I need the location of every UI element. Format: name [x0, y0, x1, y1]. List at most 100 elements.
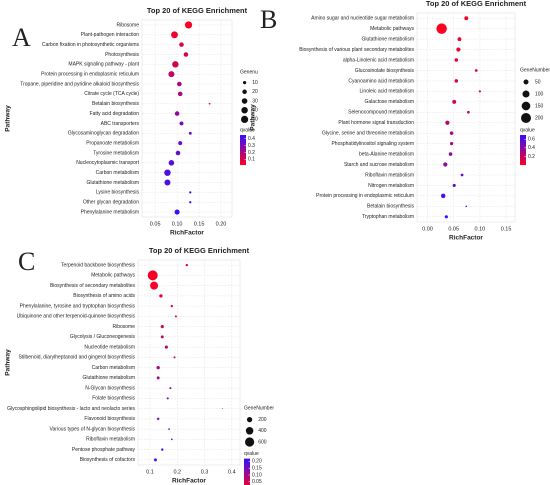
bubble	[156, 417, 160, 421]
color-bar	[520, 135, 526, 165]
y-tick-label: Lysine biosynthesis	[96, 190, 140, 196]
bubble	[179, 121, 184, 126]
bubble	[189, 201, 192, 204]
color-legend-label: 0.15	[252, 465, 262, 471]
y-tick-label: Glutathione metabolism	[361, 36, 414, 42]
size-legend-title: GeneNumber	[244, 405, 274, 411]
bubble	[171, 31, 178, 39]
bubble	[175, 150, 181, 156]
color-legend-title: qvalue	[520, 127, 535, 133]
y-tick-label: Tyrosine metabolism	[93, 150, 139, 156]
y-tick-label: Phenylalanine, tyrosine and tryptophan b…	[20, 303, 136, 309]
y-tick-label: Linoleic acid metabolism	[360, 89, 414, 95]
size-legend-dot	[241, 98, 248, 104]
plot-area	[416, 12, 516, 223]
bubble	[474, 69, 478, 72]
y-tick-label: Other glycan degradation	[83, 200, 139, 206]
y-tick-label: Metabolic pathways	[91, 273, 135, 279]
bubble	[448, 152, 453, 156]
y-tick-label: Glucosinolate biosynthesis	[355, 68, 415, 74]
x-tick-label: 0.4	[228, 469, 236, 475]
bubble	[168, 71, 175, 78]
x-tick-label: 0.2	[173, 469, 181, 475]
y-tick-label: Flavonoid biosynthesis	[84, 416, 135, 422]
y-axis-label: Pathway	[5, 349, 12, 376]
y-tick-label: Amino sugar and nucleotide sugar metabol…	[311, 16, 414, 22]
y-tick-label: Galactose metabolism	[365, 99, 414, 105]
size-legend-label: 100	[535, 91, 544, 97]
y-tick-label: Glycosaminoglycan degradation	[68, 131, 139, 137]
y-tick-label: Biosynthesis of cofactors	[80, 457, 136, 463]
size-legend-dot	[245, 437, 255, 447]
y-tick-label: Betalain biosynthesis	[92, 101, 139, 107]
y-tick-label: Tryptophan metabolism	[362, 214, 414, 220]
bubble	[160, 335, 164, 339]
bubble	[450, 142, 454, 146]
y-tick-label: Glutathione metabolism	[86, 180, 139, 186]
bubble	[185, 263, 189, 267]
size-legend-title: GeneNumber	[520, 67, 550, 73]
y-tick-label: Cyanoamino acid metabolism	[348, 78, 414, 84]
bubble	[454, 58, 459, 62]
y-tick-label: alpha-Linolenic acid metabolism	[343, 57, 414, 63]
bubble	[221, 408, 223, 410]
color-legend-label: 0.2	[528, 154, 535, 160]
bubble	[164, 179, 171, 186]
size-legend-label: 10	[252, 80, 258, 86]
y-tick-label: Nitrogen metabolism	[368, 183, 414, 189]
bubble	[177, 81, 182, 87]
bubble	[456, 47, 461, 52]
y-tick-label: Pentose phosphate pathway	[72, 447, 136, 453]
y-tick-label: Nucleotide metabolism	[84, 344, 135, 350]
plot-area	[141, 19, 233, 218]
bubble	[174, 209, 180, 215]
color-legend-label: 0.20	[252, 459, 262, 465]
chart-title: Top 20 of KEGG Enrichment	[149, 246, 250, 255]
y-tick-label: Protein processing in endoplasmic reticu…	[41, 72, 139, 78]
size-legend-label: 50	[252, 117, 258, 123]
y-tick-label: Riboflavin metabolism	[365, 172, 414, 178]
y-tick-label: Fatty acid degradation	[90, 111, 140, 117]
bubble	[440, 193, 446, 199]
panel-letter: A	[12, 23, 31, 52]
x-tick-label: 0.15	[501, 226, 512, 232]
bubble	[457, 37, 462, 42]
color-legend-label: 0.2	[248, 150, 255, 156]
bubble	[449, 131, 454, 135]
size-legend-title: Genenu	[240, 69, 258, 75]
bubble	[172, 61, 179, 68]
bubble	[436, 23, 447, 34]
x-tick-label: 0.3	[201, 469, 209, 475]
color-legend-label: 0.10	[252, 472, 262, 478]
size-legend-label: 40	[252, 108, 258, 114]
color-legend-label: 0.6	[528, 137, 535, 143]
y-tick-label: ABC transporters	[101, 121, 140, 127]
y-tick-label: Carbon fixation in photosynthetic organi…	[42, 42, 139, 48]
y-tick-label: Glycolysis / Gluconeogenesis	[70, 334, 136, 340]
x-axis-label: RichFactor	[170, 230, 204, 237]
plot-area	[137, 259, 241, 466]
size-legend-label: 30	[252, 98, 258, 104]
size-legend-label: 600	[258, 439, 267, 445]
bubble	[174, 111, 180, 116]
bubble	[184, 21, 193, 29]
bubble	[444, 215, 448, 219]
x-tick-label: 0.1	[146, 469, 154, 475]
color-legend-label: 0.1	[248, 157, 255, 163]
size-legend-dot	[242, 89, 247, 95]
y-tick-label: Plant hormone signal transduction	[338, 120, 414, 126]
color-bar	[244, 458, 250, 485]
bubble	[168, 160, 175, 166]
x-axis-label: RichFactor	[172, 478, 206, 485]
bubble	[156, 365, 160, 370]
bubble	[160, 325, 164, 329]
bubble	[156, 376, 160, 380]
y-tick-label: Propanoate metabolism	[86, 140, 139, 146]
y-tick-label: Protein processing in endoplasmic reticu…	[316, 193, 414, 199]
x-tick-label: 0.00	[422, 226, 433, 232]
size-legend-dot	[241, 106, 248, 114]
color-legend-title: qvalue	[244, 451, 259, 457]
y-tick-label: N-Glycan biosynthesis	[85, 385, 135, 391]
bubble	[170, 304, 174, 308]
